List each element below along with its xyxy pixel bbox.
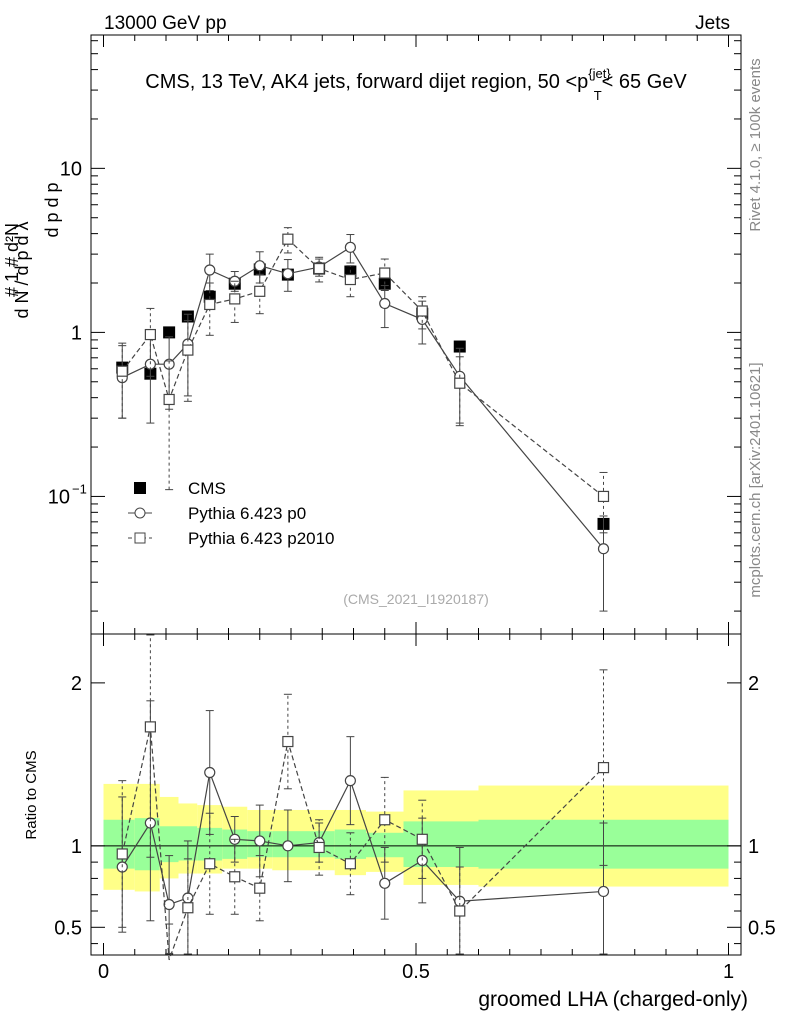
data-point bbox=[204, 298, 216, 311]
y-tick-label-left: 2 bbox=[71, 673, 82, 695]
uncertainty-band-inner bbox=[103, 819, 135, 869]
data-point bbox=[254, 285, 266, 297]
data-point bbox=[454, 905, 466, 917]
data-point bbox=[144, 721, 156, 733]
y-tick-label-right: 0.5 bbox=[748, 917, 776, 939]
data-point bbox=[116, 848, 128, 860]
uncertainty-band-inner bbox=[159, 826, 179, 863]
y-tick-label-left: 1 bbox=[71, 836, 82, 858]
data-point bbox=[144, 817, 156, 829]
y-tick-label-right: 2 bbox=[748, 673, 759, 695]
mcplots-source-label: mcplots.cern.ch [arXiv:2401.10621] bbox=[747, 362, 764, 597]
y-axis-label-denom: d p d p bbox=[42, 182, 62, 237]
legend-label: Pythia 6.423 p0 bbox=[188, 504, 306, 523]
data-point bbox=[344, 858, 356, 870]
y-tick-label-left: 0.5 bbox=[54, 917, 82, 939]
y-tick-label: 10 bbox=[48, 486, 70, 508]
x-axis-title: groomed LHA (charged-only) bbox=[478, 988, 748, 1011]
data-point bbox=[282, 840, 294, 852]
data-point bbox=[204, 766, 216, 779]
data-point bbox=[163, 898, 175, 911]
analysis-watermark: (CMS_2021_I1920187) bbox=[343, 591, 489, 607]
chart-title: CMS, 13 TeV, AK4 jets, forward dijet reg… bbox=[145, 66, 687, 103]
x-tick-label: 1 bbox=[723, 961, 734, 983]
data-point bbox=[116, 365, 128, 377]
ratio-panel: 2 2 1 1 0.5 0.5 0 0.5 1 groomed LHA (charged-only… bbox=[23, 633, 776, 1011]
legend-label: CMS bbox=[188, 479, 226, 498]
data-point bbox=[597, 762, 610, 774]
data-point bbox=[282, 735, 294, 748]
data-point bbox=[379, 814, 391, 826]
rivet-version-label: Rivet 4.1.0, ≥ 100k events bbox=[747, 58, 764, 231]
header-process-label: 13000 GeV pp bbox=[104, 13, 227, 34]
header-category-label: Jets bbox=[695, 13, 730, 34]
series-line bbox=[121, 238, 604, 497]
x-tick-label: 0 bbox=[98, 961, 109, 983]
svg-text:d p d p: d p d p bbox=[42, 182, 62, 237]
svg-text:d N / d p d λ: d N / d p d λ bbox=[12, 221, 32, 318]
data-point bbox=[453, 340, 466, 353]
x-tick-label: 0.5 bbox=[402, 961, 430, 983]
legend-label: Pythia 6.423 p2010 bbox=[188, 529, 335, 548]
data-point bbox=[344, 241, 356, 253]
data-point bbox=[182, 902, 194, 914]
data-point bbox=[254, 835, 266, 847]
data-point bbox=[597, 543, 610, 555]
data-point bbox=[204, 264, 216, 276]
y-tick-label-right: 1 bbox=[748, 836, 759, 858]
data-point bbox=[597, 490, 610, 503]
y-axis-label-frac: # 1 # d²N bbox=[2, 223, 22, 297]
data-point bbox=[379, 877, 391, 889]
data-point bbox=[229, 293, 241, 305]
data-point bbox=[182, 344, 194, 356]
data-point bbox=[454, 377, 466, 389]
data-point bbox=[313, 841, 325, 854]
svg-text:# 1 # d²N: # 1 # d²N bbox=[2, 223, 22, 297]
data-point bbox=[379, 267, 391, 279]
data-point bbox=[254, 260, 266, 272]
data-point bbox=[313, 262, 325, 275]
data-point bbox=[416, 833, 428, 845]
y-axis-label: d N / d p d λ bbox=[12, 221, 32, 318]
data-point bbox=[163, 393, 175, 406]
data-point bbox=[282, 268, 294, 280]
data-point bbox=[229, 871, 241, 883]
data-point bbox=[163, 326, 176, 339]
data-point bbox=[344, 775, 356, 787]
ratio-axis-title: Ratio to CMS bbox=[23, 750, 40, 839]
y-tick-exponent: −1 bbox=[72, 481, 87, 496]
data-point bbox=[597, 885, 610, 898]
legend-p2010-marker bbox=[134, 532, 146, 544]
data-point bbox=[254, 882, 266, 894]
y-tick-label: 10 bbox=[60, 158, 82, 180]
data-point bbox=[204, 858, 216, 870]
legend-cms-marker bbox=[134, 482, 146, 494]
data-point bbox=[344, 273, 356, 286]
legend-p0-marker bbox=[134, 507, 146, 519]
data-point bbox=[282, 233, 294, 245]
data-point bbox=[416, 305, 428, 317]
data-point bbox=[144, 328, 156, 341]
y-tick-label: 1 bbox=[71, 322, 82, 344]
data-point bbox=[379, 297, 391, 310]
